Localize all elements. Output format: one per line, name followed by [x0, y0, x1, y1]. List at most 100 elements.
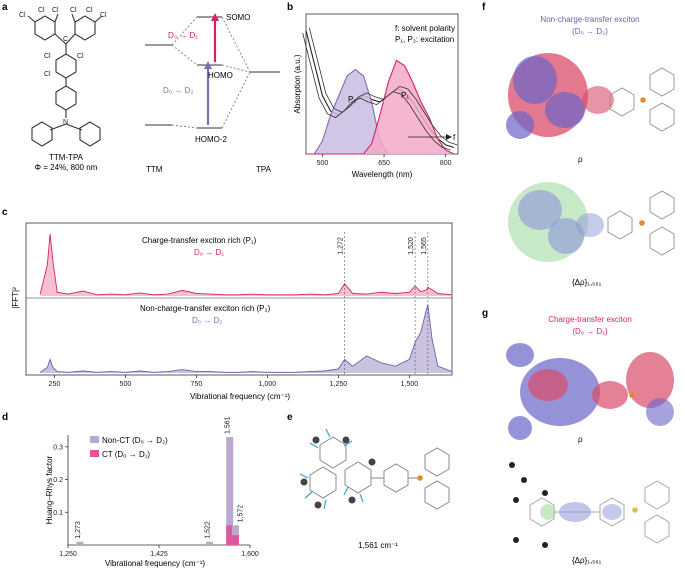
- fft-bottom-label: Non-charge-transfer exciton rich (P₂): [140, 304, 271, 313]
- panel-label-g: g: [482, 308, 488, 319]
- phenyl-ring-tpa-left: [31, 121, 53, 147]
- nonct-tpa-skeleton: [609, 67, 675, 132]
- absorption-series-group: [302, 27, 458, 155]
- cl-label-2: Cl: [38, 7, 45, 14]
- nonct-nitrogen-atom: [640, 97, 646, 103]
- absorption-ylabel: Absorption (a.u.): [293, 54, 302, 113]
- ct-density-lobes: [506, 343, 674, 440]
- cl-label-8: Cl: [77, 53, 84, 60]
- nonct-delta-lobes: [508, 182, 604, 262]
- huang-rhys-plot: 1,273 1,522 1,561 1,572 1,250 1,425 1,600 0.1 0…: [53, 416, 259, 558]
- fft-line-0: [39, 233, 453, 296]
- hr-bar-nonct-0: [76, 541, 84, 545]
- fft-line-1: [39, 304, 453, 373]
- nonct-delta-nitrogen-atom: [639, 220, 645, 226]
- level-somo: SOMO: [226, 13, 250, 22]
- ct-drho-label: {Δρ}₁,₅₆₁: [572, 556, 602, 565]
- vibration-displacement-arrows: [299, 428, 364, 510]
- hr-bar-nonct-2: [226, 437, 234, 545]
- fft-xtick-label-0: 250: [49, 381, 61, 388]
- fft-ylabel: |FFT|²: [11, 287, 20, 309]
- vibrational-mode-structure: [309, 436, 450, 510]
- nonct-arrow-head: [204, 61, 212, 69]
- absorption-legend-1: f: solvent polarity: [395, 24, 455, 33]
- cl-label-4: Cl: [70, 7, 77, 14]
- transition-d0d1: D₀ → D₁: [168, 31, 198, 40]
- panel-label-e: e: [287, 412, 293, 423]
- ct-title: Charge-transfer exciton: [548, 315, 632, 324]
- legend-label-nonct: Non-CT (D₀ → D₂): [102, 436, 168, 445]
- fragment-tpa: TPA: [256, 165, 272, 174]
- level-homo: HOMO: [208, 71, 233, 80]
- cl-label-1: Cl: [19, 12, 26, 19]
- fft-xtick-label-2: 750: [191, 381, 203, 388]
- panel-label-a: a: [2, 2, 8, 13]
- nonct-drho-label: {Δρ}₁,₅₆₁: [572, 278, 602, 287]
- fft-xlabel: Vibrational frequency (cm⁻¹): [190, 392, 290, 401]
- hr-bar-ct-2: [226, 525, 234, 545]
- level-homo2: HOMO-2: [195, 135, 228, 144]
- absorption-xtick-label-0: 500: [317, 160, 329, 167]
- phenyl-ring-left: [34, 15, 56, 41]
- fft-xtick-label-1: 500: [120, 381, 132, 388]
- fft-xtick-label-5: 1,500: [401, 381, 419, 388]
- hr-data-label-3: 1,572: [237, 505, 244, 523]
- cl-label-3: Cl: [52, 7, 59, 14]
- polarity-arrow-head: [446, 134, 452, 140]
- peak-label-p1: P₁: [401, 91, 409, 100]
- fft-top-transition: D₀ → D₁: [194, 248, 224, 257]
- fft-top-label: Charge-transfer exciton rich (P₁): [142, 236, 257, 245]
- phenyl-ring-center: [55, 53, 77, 79]
- cl-label-5: Cl: [86, 7, 93, 14]
- hr-xtick-label-1: 1,425: [150, 551, 168, 558]
- hr-ytick-label-2: 0.3: [53, 444, 63, 451]
- ct-chlorine-atoms: [509, 462, 548, 548]
- quantum-yield: Φ = 24%, 800 nm: [35, 163, 98, 172]
- phenyl-ring-right: [74, 15, 96, 41]
- fft-area-1: [40, 305, 452, 373]
- nonct-title: Non-charge-transfer exciton: [540, 15, 639, 24]
- fft-marker-label-2: 1,565: [421, 237, 428, 255]
- absorption-xtick-label-1: 650: [378, 160, 390, 167]
- hr-data-label-1: 1,522: [204, 521, 211, 539]
- c-radical-label: C: [63, 36, 68, 43]
- ct-subtitle: (D₀ → D₁): [572, 327, 608, 336]
- fft-plot: 1,272 1,520 1,565 250 500 750 1,000 1,250 1,500: [25, 222, 453, 388]
- nitrogen-atom: [417, 475, 423, 481]
- hr-bar-nonct-1: [205, 541, 213, 545]
- hr-bars-group: 1,273 1,522 1,561 1,572: [75, 416, 244, 545]
- fft-marker-label-0: 1,272: [338, 237, 345, 255]
- absorption-area-2: [306, 60, 454, 154]
- legend-swatch-nonct: [90, 436, 99, 443]
- hr-xtick-label-0: 1,250: [59, 551, 77, 558]
- absorption-xlabel: Wavelength (nm): [352, 170, 413, 179]
- legend-label-ct: CT (D₀ → D₁): [102, 450, 150, 459]
- fft-marker-label-1: 1,520: [408, 237, 415, 255]
- fft-ticks-group: 250 500 750 1,000 1,250 1,500: [49, 375, 419, 388]
- hr-xtick-label-2: 1,600: [241, 551, 259, 558]
- fft-xtick-label-3: 1,000: [259, 381, 277, 388]
- polarity-arrow-label: f: [453, 133, 456, 142]
- absorption-area-1: [306, 69, 454, 154]
- ct-nitrogen-atom: [629, 392, 635, 398]
- ct-rho-label: ρ: [578, 435, 583, 444]
- nonct-density-lobes: [506, 53, 614, 139]
- fft-series-group: 1,272 1,520 1,565: [39, 232, 453, 375]
- panel-label-d: d: [2, 412, 8, 423]
- energy-level-diagram: [145, 16, 280, 129]
- molecule-name: TTM-TPA: [49, 153, 84, 162]
- fft-bottom-transition: D₀ → D₂: [192, 316, 222, 325]
- hr-data-label-0: 1,273: [75, 521, 82, 539]
- hr-xlabel: Vibrational frequency (cm⁻¹): [105, 559, 205, 568]
- chlorine-atoms: [300, 436, 376, 509]
- absorption-xtick-label-2: 800: [440, 160, 452, 167]
- cl-label-7: Cl: [44, 53, 51, 60]
- absorption-solvent-line-1: [302, 33, 451, 151]
- hr-ticks-group: 1,250 1,425 1,600 0.1 0.2 0.3: [53, 444, 259, 558]
- panel-label-f: f: [482, 2, 486, 13]
- absorption-ticks-group: 500 650 800: [317, 154, 452, 167]
- legend-swatch-ct: [90, 450, 99, 457]
- hr-data-label-2: 1,561: [225, 416, 232, 434]
- hr-ylabel: Huang–Rhys factor: [45, 455, 54, 524]
